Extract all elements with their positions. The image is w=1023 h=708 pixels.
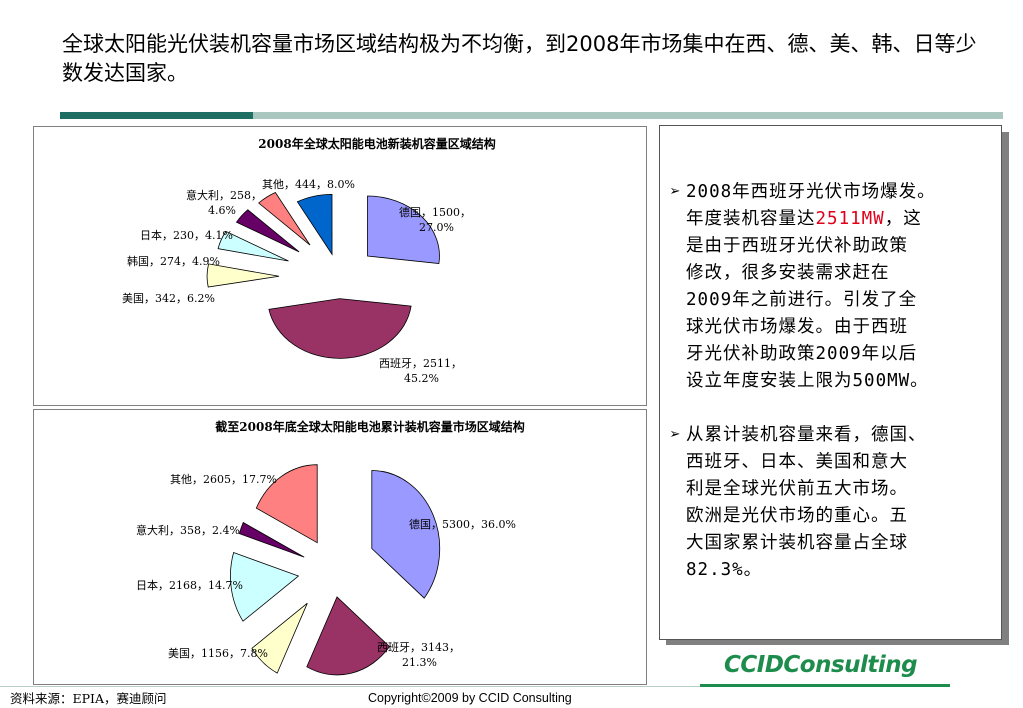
- note-bullet-spain: ➢ 2008年西班牙光伏市场爆发。 年度装机容量达2511MW，这 是由于西班牙光…: [670, 179, 992, 395]
- copyright: Copyright©2009 by CCID Consulting: [368, 691, 572, 705]
- note-bullet-cumulative: ➢ 从累计装机容量来看，德国、 西班牙、日本、美国和意大 利是全球光伏前五大市场。…: [670, 422, 992, 584]
- slice-label-西班牙: 西班牙，3143， 21.3%: [377, 641, 460, 669]
- note-line: 2009年之前进行。引发了全: [686, 290, 918, 310]
- note-line: ，这: [884, 209, 922, 229]
- slice-label-韩国: 韩国，274，4.9%: [127, 254, 220, 268]
- note-highlight: 2511MW: [815, 209, 885, 229]
- note-line: 球光伏市场爆发。由于西班: [686, 317, 908, 337]
- pie-slice-意大利: [258, 191, 311, 246]
- pie-slice-西班牙: [306, 596, 391, 676]
- pie-slice-日本: [230, 551, 300, 622]
- slice-label-其他: 其他，2605，17.7%: [170, 473, 277, 486]
- note-line: 从累计装机容量来看，德国、: [686, 425, 927, 445]
- slice-label-美国: 美国，342，6.2%: [122, 292, 215, 305]
- pie-slice-意大利: [238, 521, 305, 558]
- chart-title: 2008年全球太阳能电池新装机容量区域结构: [258, 136, 495, 151]
- page-title: 全球太阳能光伏装机容量市场区域结构极为不均衡，到2008年市场集中在西、德、美、…: [62, 32, 977, 85]
- chart-title: 截至2008年底全球太阳能电池累计装机容量市场区域结构: [215, 419, 524, 434]
- chart-cumulative-installations: 截至2008年底全球太阳能电池累计装机容量市场区域结构德国，5300，36.0%…: [33, 409, 647, 685]
- divider-light: [253, 112, 1003, 119]
- note-line: 年度装机容量达: [686, 209, 816, 229]
- pie-slice-美国: [206, 263, 280, 288]
- slice-label-德国: 德国，1500， 27.0%: [399, 205, 471, 234]
- note-line: 设立年度安装上限为500MW。: [686, 371, 929, 391]
- bullet-arrow-icon: ➢: [670, 182, 682, 202]
- slice-label-日本: 日本，230，4.1%: [140, 228, 233, 242]
- pie-slice-其他: [296, 193, 333, 256]
- note-line: 欧洲是光伏市场的重心。五: [686, 506, 908, 526]
- slice-label-美国: 美国，1156，7.8%: [168, 647, 268, 660]
- pie-slice-德国: [371, 470, 441, 599]
- pie-slice-其他: [255, 464, 318, 544]
- title-divider: [60, 112, 1003, 119]
- source-note: 资料来源：EPIA，赛迪顾问: [10, 691, 167, 706]
- slice-label-意大利: 意大利，358，2.4%: [136, 523, 240, 537]
- bullet-arrow-icon: ➢: [670, 425, 682, 445]
- note-line: 修改，很多安装需求赶在: [686, 263, 890, 283]
- note-line: 牙光伏补助政策2009年以后: [686, 344, 918, 364]
- pie-slice-日本: [235, 209, 300, 253]
- slice-label-意大利: 意大利，258， 4.6%: [186, 188, 262, 217]
- pie-slice-德国: [367, 195, 440, 264]
- note-line: 大国家累计装机容量占全球: [686, 533, 908, 553]
- slice-label-其他: 其他，444，8.0%: [262, 178, 355, 191]
- ccid-logo: CCIDConsulting: [724, 652, 918, 678]
- note-line: 利是全球光伏前五大市场。: [686, 479, 908, 499]
- note-line: 西班牙、日本、美国和意大: [686, 452, 908, 472]
- footer-divider: [0, 686, 700, 687]
- pie-slice-韩国: [217, 230, 289, 262]
- note-line: 82.3%。: [686, 560, 763, 580]
- logo-underline: [700, 684, 950, 687]
- divider-accent: [60, 112, 253, 119]
- slice-label-日本: 日本，2168，14.7%: [136, 578, 243, 592]
- chart-new-installations: 2008年全球太阳能电池新装机容量区域结构德国，1500， 27.0% 西班牙，25…: [33, 126, 647, 406]
- slice-label-德国: 德国，5300，36.0%: [409, 517, 516, 531]
- note-line: 2008年西班牙光伏市场爆发。: [686, 182, 936, 202]
- slice-label-西班牙: 西班牙，2511， 45.2%: [379, 357, 462, 385]
- chart-cumulative-installations-svg: 截至2008年底全球太阳能电池累计装机容量市场区域结构德国，5300，36.0%…: [136, 419, 525, 676]
- pie-slice-美国: [251, 602, 308, 674]
- pie-slice-西班牙: [268, 298, 412, 359]
- notes-panel: ➢ 2008年西班牙光伏市场爆发。 年度装机容量达2511MW，这 是由于西班牙光…: [659, 125, 1002, 640]
- note-line: 是由于西班牙光伏补助政策: [686, 236, 908, 256]
